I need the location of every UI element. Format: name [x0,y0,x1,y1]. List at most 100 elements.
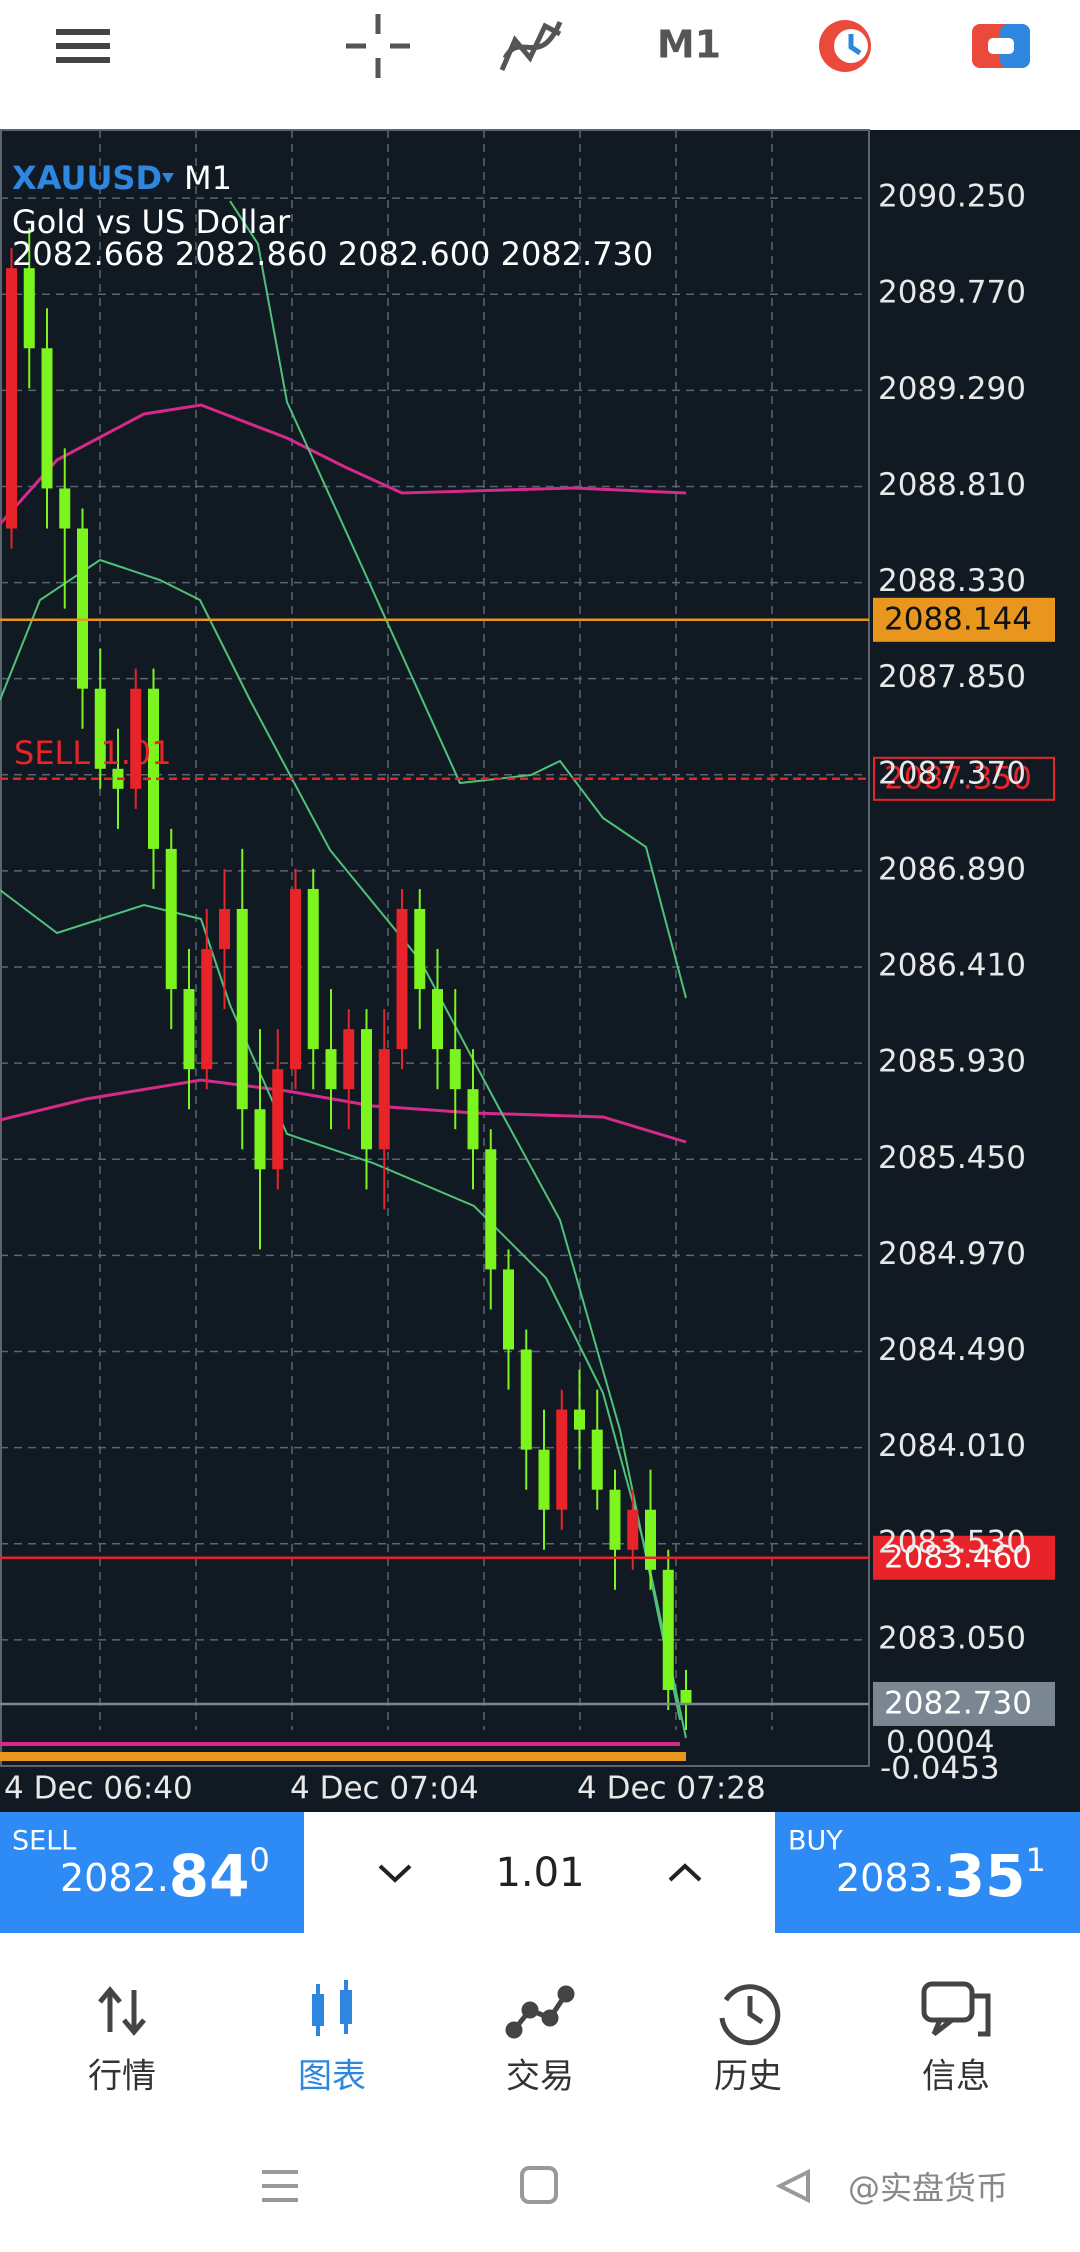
candle-body [432,989,443,1050]
candle-body [609,1489,621,1550]
crosshair-button[interactable] [346,14,410,78]
buy-button[interactable] [775,1812,1080,1933]
chart-timeframe: M1 [184,159,232,197]
subwindow-label: -0.0453 [880,1751,1000,1787]
candle-body [662,1569,674,1690]
objects-button[interactable] [819,20,871,72]
subwindow-label: 0.0004 [886,1725,994,1761]
candle-body [645,1509,656,1570]
candle-body [272,1069,284,1170]
candle-body [467,1089,479,1150]
watermark: @实盘货币 [848,2169,1008,2207]
symbol[interactable]: XAUUSD [12,159,162,197]
price-level-label: 2082.730 [884,1685,1032,1721]
y-tick-label: 2090.250 [878,179,1026,215]
messages-icon[interactable] [921,1981,991,2037]
y-tick-label: 2087.370 [878,755,1026,791]
volume-down[interactable] [378,1864,412,1883]
nav-label[interactable]: 行情 [88,2057,156,2097]
y-tick-label: 2086.890 [878,851,1026,887]
candle-body [236,908,248,1110]
sell-price: 2082.840 [60,1841,270,1910]
sell-button[interactable] [0,1812,304,1933]
nav-label[interactable]: 交易 [506,2057,574,2097]
candle-body [148,688,159,849]
bottom-nav [0,1933,1080,2252]
vertical-grid [99,130,773,1730]
trade-icon[interactable] [505,1985,575,2039]
candle-body [361,1029,372,1150]
candle-body [6,268,17,529]
moving-average [0,403,687,525]
timeframe-button[interactable]: M1 [657,23,721,67]
symbol-dropdown[interactable] [162,173,174,183]
time-label: 4 Dec 06:40 [4,1771,193,1807]
nav-label[interactable]: 历史 [714,2057,782,2097]
y-tick-label: 2088.810 [878,467,1026,503]
candle-body [254,1109,266,1170]
candle-body [680,1689,692,1704]
price-level-label: 2088.144 [884,601,1032,637]
price-level-label: 2087.350 [884,760,1032,796]
candle-body [556,1409,568,1510]
candle-body [165,848,177,990]
candle-body [414,908,426,990]
candle-body [449,1049,461,1090]
sell-label: SELL [12,1826,76,1857]
y-tick-label: 2086.410 [878,948,1026,984]
band-middle [0,558,681,1721]
price-level-box [873,1681,1055,1726]
chart-background [0,130,1080,1812]
price-level-box [873,756,1055,801]
y-tick-label: 2089.290 [878,371,1026,407]
history-icon[interactable] [719,1984,781,2046]
price-level-box [873,597,1055,642]
buy-price: 2083.351 [836,1841,1046,1910]
candle-body [325,1049,337,1090]
toolbar [0,0,1080,130]
candle-body [538,1449,550,1510]
candle-body [219,908,230,950]
subwindow [0,1742,869,1767]
y-tick-label: 2084.010 [878,1428,1026,1464]
y-tick-label: 2084.490 [878,1332,1026,1368]
nav-label[interactable]: 信息 [922,2057,990,2097]
ohlc-text: 2082.668 2082.860 2082.600 2082.730 [12,235,653,273]
horizontal-grid [0,197,869,1641]
y-tick-label: 2088.330 [878,563,1026,599]
volume[interactable]: 1.01 [495,1850,584,1896]
nav-label[interactable]: 图表 [298,2057,366,2097]
candle-body [59,488,71,529]
time-label: 4 Dec 07:28 [577,1771,766,1807]
y-tick-label: 2085.930 [878,1044,1026,1080]
candle-body [77,528,88,689]
candle-body [343,1029,355,1090]
chart-icon[interactable] [312,1980,352,2036]
indicators-button[interactable] [499,21,563,71]
candle-body [520,1349,532,1450]
symbol-description: Gold vs US Dollar [12,203,291,241]
price-level-name: SELL 1.01 [14,734,172,772]
menu-button[interactable] [56,29,110,63]
y-tick-label: 2084.970 [878,1236,1026,1272]
y-tick-label: 2083.530 [878,1524,1026,1560]
candles [6,228,692,1730]
system-nav[interactable] [262,2166,810,2204]
candle-body [396,908,408,1050]
trade-button[interactable] [972,24,1030,68]
quotes-icon[interactable] [98,1986,146,2036]
candle-body [41,348,53,489]
y-tick-label: 2089.770 [878,275,1026,311]
candle-body [591,1429,603,1490]
volume-up[interactable] [668,1863,702,1882]
y-tick-label: 2085.450 [878,1140,1026,1176]
candle-body [485,1149,497,1270]
candle-body [378,1049,390,1150]
candle-body [23,268,35,349]
time-label: 4 Dec 07:04 [290,1771,479,1807]
candle-body [503,1269,514,1350]
y-tick-label: 2087.850 [878,659,1026,695]
candle-body [130,688,142,789]
price-level-box [873,1535,1055,1580]
candle-body [307,888,319,1050]
